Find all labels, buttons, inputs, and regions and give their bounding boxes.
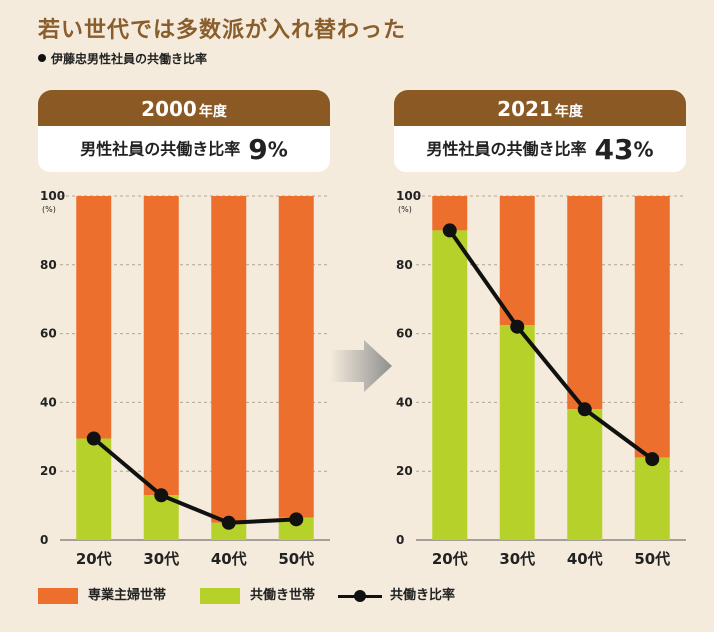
bar-housewife [567, 196, 603, 410]
legend-line-icon [338, 588, 382, 604]
ratio-point [577, 402, 592, 417]
bar-dual [76, 438, 112, 540]
panel-summary-2000: 男性社員の共働き比率 9% [38, 126, 330, 172]
chart-2000: 0 20 40 60 80 100 (%) 20代 30代 40代 50代 [40, 189, 330, 568]
x-tick-label: 50代 [278, 550, 314, 568]
summary-label: 男性社員の共働き比率 [426, 139, 587, 159]
bar-dual [432, 230, 468, 540]
summary-unit: % [267, 137, 288, 162]
summary-unit: % [633, 137, 654, 162]
bar-housewife [278, 196, 314, 518]
y-tick-label: 80 [40, 258, 57, 272]
bar-dual [278, 517, 314, 540]
y-tick-label: 60 [396, 327, 413, 341]
ratio-line [448, 229, 654, 461]
y-tick-label: 40 [40, 395, 57, 409]
legend-label: 共働き世帯 [250, 588, 316, 603]
panel-header-2000: 2000 年度 [38, 90, 330, 130]
y-tick-label: 20 [40, 464, 57, 478]
ratio-point [289, 512, 304, 527]
bar-dual [143, 495, 179, 540]
y-tick-label: 0 [396, 533, 404, 547]
transition-arrow-icon [330, 340, 392, 392]
panel-year-unit: 年度 [198, 104, 227, 120]
bar-dual [211, 522, 247, 540]
bar-dual [567, 409, 603, 540]
bar-housewife [76, 196, 112, 439]
x-tick-label: 40代 [211, 550, 247, 568]
bar-dual [499, 325, 535, 540]
x-tick-label: 20代 [432, 550, 468, 568]
y-tick-label: 100 [40, 189, 65, 203]
summary-value: 43 [594, 132, 634, 166]
ratio-point [645, 452, 660, 467]
bullet-icon [38, 54, 46, 62]
ratio-point [86, 431, 101, 446]
y-tick-label: 20 [396, 464, 413, 478]
bar-housewife [499, 196, 535, 325]
bar-housewife [634, 196, 670, 458]
panel-year: 2021 [497, 97, 553, 121]
summary-value: 9 [248, 132, 268, 166]
panel-header-2021: 2021 年度 [394, 90, 686, 130]
subtitle-text: 伊藤忠男性社員の共働き比率 [51, 52, 208, 66]
y-tick-label: 100 [396, 189, 421, 203]
ratio-point [442, 223, 457, 238]
bar-housewife [143, 196, 179, 496]
y-tick-label: 0 [40, 533, 48, 547]
legend-item-housewife: 専業主婦世帯 [38, 584, 166, 604]
ratio-point [154, 488, 169, 503]
y-tick-label: 60 [40, 327, 57, 341]
x-tick-label: 30代 [143, 550, 179, 568]
summary-label: 男性社員の共働き比率 [80, 139, 241, 159]
x-tick-label: 30代 [499, 550, 535, 568]
legend-label: 共働き比率 [390, 588, 456, 603]
ratio-point [221, 515, 236, 530]
bar-housewife [211, 196, 247, 523]
x-tick-label: 50代 [634, 550, 670, 568]
y-tick-label: 40 [396, 395, 413, 409]
y-unit-label: (%) [398, 205, 412, 214]
y-tick-label: 80 [396, 258, 413, 272]
chart-title: 若い世代では多数派が入れ替わった [38, 18, 407, 43]
ratio-line [92, 436, 297, 525]
legend-item-dual: 共働き世帯 [200, 584, 315, 604]
ratio-point [510, 319, 525, 334]
bar-dual [634, 457, 670, 540]
x-tick-label: 40代 [567, 550, 603, 568]
chart-subtitle: 伊藤忠男性社員の共働き比率 [38, 50, 207, 67]
chart-2021: 0 20 40 60 80 100 (%) 20代 30代 40代 50代 [396, 189, 686, 568]
legend-label: 専業主婦世帯 [88, 588, 167, 603]
y-unit-label: (%) [42, 205, 56, 214]
panel-year-unit: 年度 [554, 104, 583, 120]
panel-summary-2021: 男性社員の共働き比率 43% [394, 126, 686, 172]
x-tick-label: 20代 [76, 550, 112, 568]
legend-swatch-dual [200, 587, 240, 604]
panel-year: 2000 [141, 97, 197, 121]
legend-item-ratio: 共働き比率 [338, 584, 455, 604]
legend-swatch-housewife [38, 587, 78, 604]
